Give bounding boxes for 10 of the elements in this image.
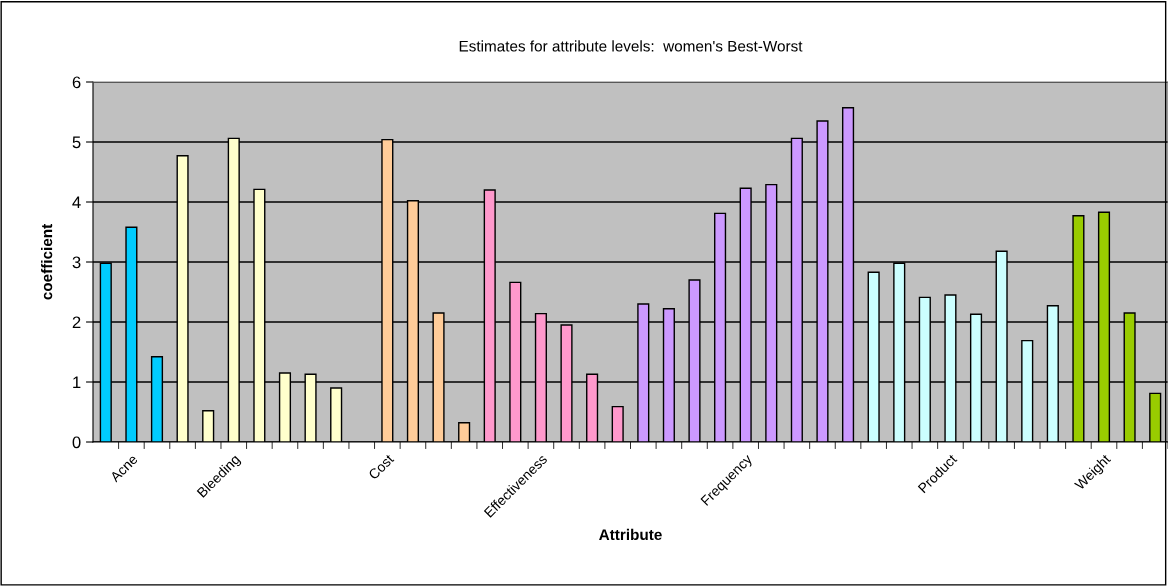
chart-title: Estimates for attribute levels: women's Best-Worst — [459, 40, 803, 52]
x-axis-title: Attribute — [599, 528, 662, 541]
y-tick-label: 5 — [72, 136, 81, 149]
y-tick-label: 3 — [72, 256, 81, 269]
y-tick-label: 4 — [72, 196, 81, 209]
y-tick-label: 1 — [73, 376, 81, 389]
y-axis-title: coefficient — [41, 223, 53, 300]
y-tick-label: 0 — [72, 436, 81, 449]
y-tick-label: 6 — [72, 76, 81, 89]
y-tick-label: 2 — [72, 316, 81, 329]
